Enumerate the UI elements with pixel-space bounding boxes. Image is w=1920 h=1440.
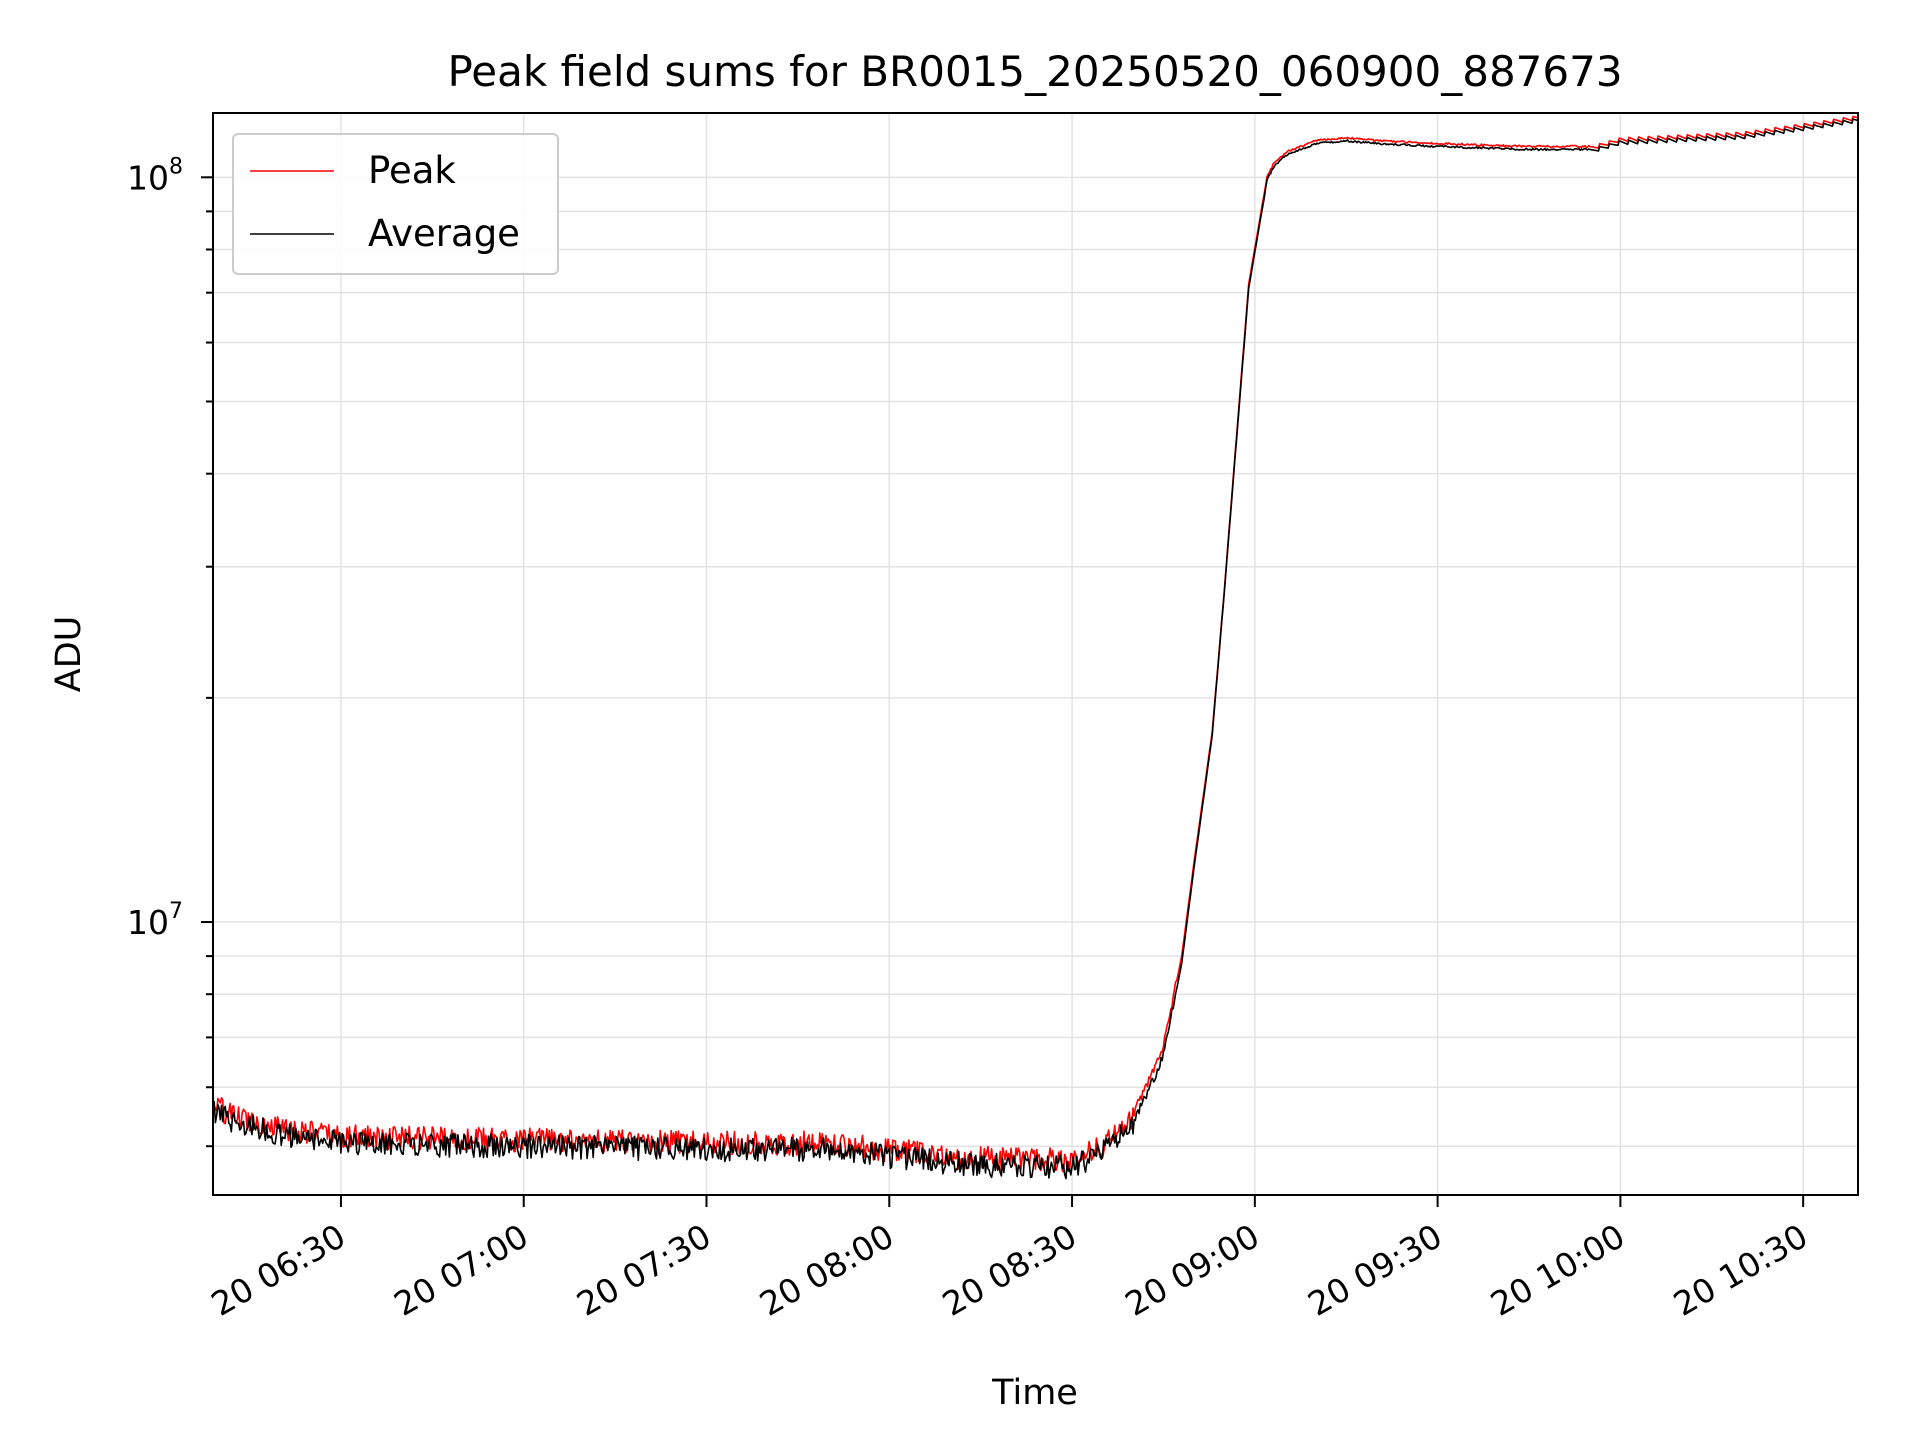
grid xyxy=(213,113,1858,1195)
legend-box xyxy=(232,133,559,275)
y-tick-label: 107 xyxy=(127,899,183,942)
series-layer xyxy=(212,115,1859,1180)
y-tick-label: 108 xyxy=(127,154,183,197)
y-axis-label: ADU xyxy=(49,616,89,693)
legend-label-peak: Peak xyxy=(368,149,456,192)
y-axis: 107 108 xyxy=(127,154,213,1148)
x-axis-label: Time xyxy=(991,1373,1078,1413)
chart-title: Peak field sums for BR0015_20250520_0609… xyxy=(447,47,1622,96)
legend-label-average: Average xyxy=(368,212,520,255)
series-line-average xyxy=(212,118,1859,1180)
legend: Peak Average xyxy=(232,133,559,275)
plot-frame xyxy=(212,112,1859,1196)
